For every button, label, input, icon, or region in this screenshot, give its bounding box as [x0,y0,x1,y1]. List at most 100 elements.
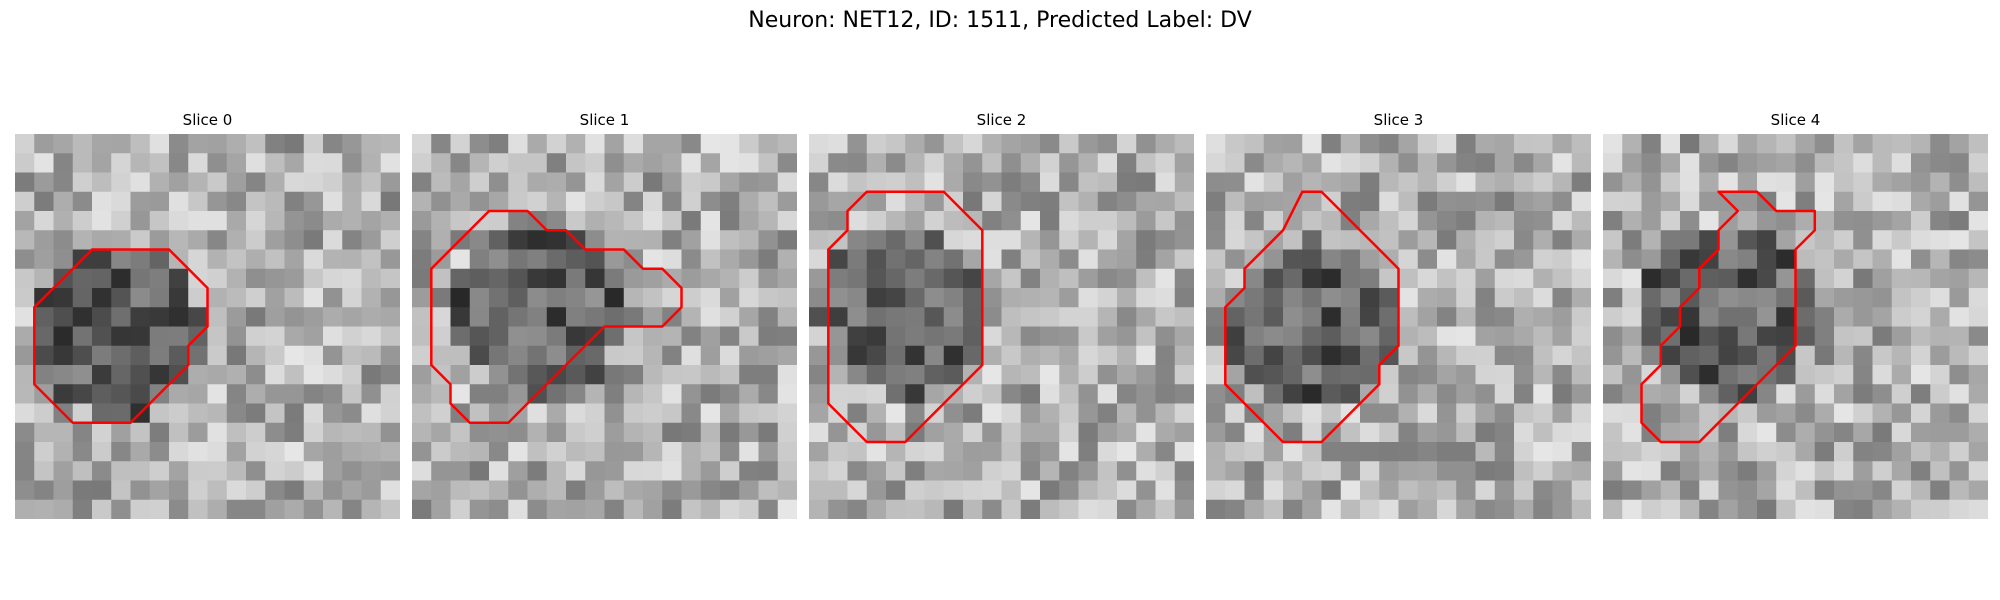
pixel-cell [847,288,868,308]
pixel-cell [1001,326,1022,347]
pixel-cell [1949,249,1970,270]
pixel-cell [380,461,400,482]
pixel-cell [982,480,1003,501]
pixel-cell [662,345,683,366]
pixel-cell [1949,365,1970,385]
pixel-cell [700,422,721,443]
pixel-cell [130,442,151,462]
pixel-cell [1571,499,1591,519]
pixel-cell [1244,211,1265,231]
pixel-cell [758,384,779,405]
pixel-cell [604,172,625,193]
pixel-cell [53,422,74,443]
pixel-cell [1680,153,1700,174]
pixel-cell [828,268,849,289]
pixel-cell [866,461,887,482]
pixel-cell [1699,268,1720,289]
pixel-cell [53,345,74,366]
pixel-cell [1814,249,1835,270]
pixel-cell [412,268,432,289]
pixel-cell [1321,499,1342,519]
pixel-cell [1155,365,1176,385]
pixel-cell [1117,191,1137,212]
pixel-cell [866,365,887,385]
pixel-cell [1379,288,1400,308]
slice-image [809,134,1194,519]
pixel-cell [1571,307,1591,328]
pixel-cell [1475,422,1496,443]
pixel-cell [546,326,567,347]
pixel-cell [1660,268,1681,289]
pixel-cell [982,403,1003,424]
pixel-cell [1834,499,1854,519]
pixel-cell [1340,288,1361,308]
pixel-cell [1737,442,1758,462]
pixel-cell [1398,288,1419,308]
pixel-cell [130,345,151,366]
pixel-cell [720,307,740,328]
pixel-cell [1340,499,1361,519]
pixel-cell [450,172,471,193]
pixel-cell [1040,326,1060,347]
pixel-cell [1437,461,1457,482]
pixel-cell [585,345,606,366]
pixel-cell [1244,442,1265,462]
pixel-cell [527,230,548,251]
pixel-cell [1174,345,1194,366]
slice-title: Slice 3 [1373,111,1424,129]
pixel-cell [489,365,509,385]
pixel-cell [1283,153,1303,174]
pixel-cell [1718,268,1739,289]
pixel-cell [1206,403,1226,424]
pixel-cell [1040,499,1060,519]
pixel-cell [207,230,228,251]
pixel-cell [1776,230,1797,251]
pixel-cell [1360,461,1380,482]
pixel-cell [1059,153,1080,174]
pixel-cell [681,461,702,482]
pixel-cell [431,153,452,174]
pixel-cell [431,288,452,308]
pixel-cell [1552,153,1573,174]
pixel-cell [1552,461,1573,482]
pixel-cell [1514,384,1534,405]
pixel-cell [246,442,266,462]
pixel-cell [111,211,132,231]
pixel-cell [1001,307,1022,328]
pixel-cell [982,365,1003,385]
pixel-cell [739,442,760,462]
pixel-cell [1040,442,1060,462]
pixel-cell [1475,442,1496,462]
pixel-cell [1206,326,1226,347]
pixel-cell [1097,153,1118,174]
pixel-cell [323,422,343,443]
pixel-cell [1321,288,1342,308]
pixel-cell [1552,480,1573,501]
pixel-cell [303,499,324,519]
pixel-cell [1206,480,1226,501]
pixel-cell [1302,307,1323,328]
pixel-cell [1814,461,1835,482]
pixel-cell [72,499,93,519]
pixel-cell [963,422,983,443]
pixel-cell [1853,211,1874,231]
pixel-cell [1244,230,1265,251]
pixel-cell [1641,384,1662,405]
pixel-cell [412,134,432,154]
pixel-cell [1117,384,1137,405]
pixel-cell [1020,461,1041,482]
pixel-cell [809,480,829,501]
pixel-cell [284,403,305,424]
pixel-cell [1891,326,1912,347]
pixel-cell [361,480,382,501]
pixel-cell [982,268,1003,289]
pixel-cell [1891,461,1912,482]
pixel-cell [226,153,247,174]
pixel-cell [53,326,74,347]
pixel-cell [323,191,343,212]
pixel-cell [72,461,93,482]
pixel-cell [1437,230,1457,251]
pixel-cell [1379,326,1400,347]
pixel-cell [207,365,228,385]
pixel-cell [1552,326,1573,347]
